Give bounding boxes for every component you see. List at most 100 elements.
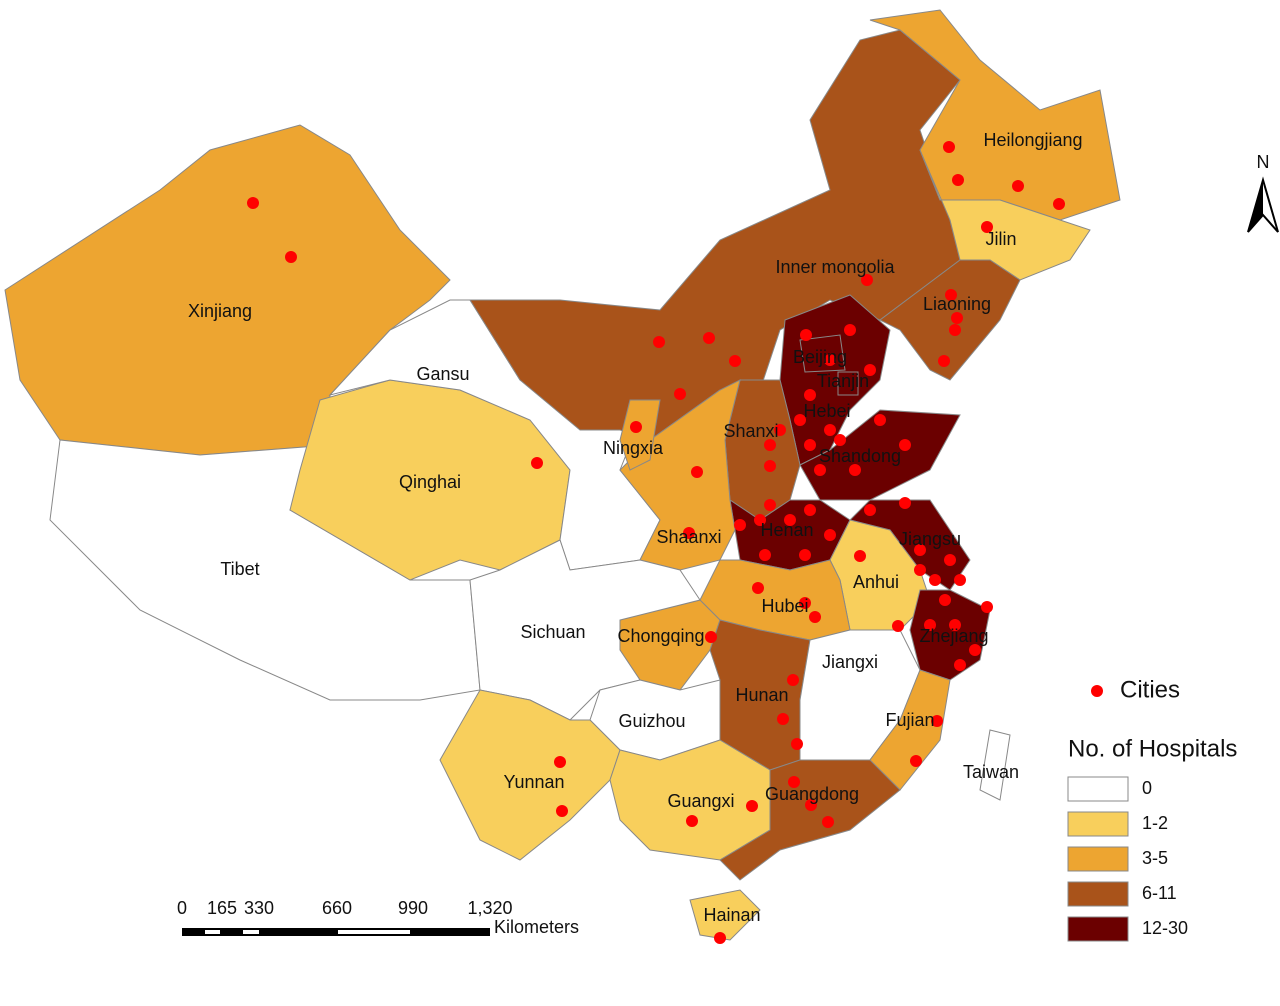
province-label: Heilongjiang (983, 130, 1082, 150)
city-dot (1053, 198, 1065, 210)
province-label: Fujian (885, 710, 934, 730)
city-dot (759, 549, 771, 561)
city-dot (746, 800, 758, 812)
province (619, 379, 741, 571)
city-dot (981, 601, 993, 613)
scale-bar (182, 928, 490, 936)
province-label: Inner mongolia (775, 257, 895, 277)
city-dot (754, 514, 766, 526)
city-dot (910, 755, 922, 767)
city-dot (864, 364, 876, 376)
legend-label: 6-11 (1142, 883, 1177, 903)
province-label: Taiwan (963, 762, 1019, 782)
city-dot (686, 815, 698, 827)
city-dot (809, 611, 821, 623)
province-label: Tianjin (817, 371, 869, 391)
city-dot (764, 460, 776, 472)
city-dot (804, 389, 816, 401)
scale-bar-gap (243, 930, 259, 934)
province-label: Jiangxi (822, 652, 878, 672)
city-dot (864, 504, 876, 516)
city-dot (791, 738, 803, 750)
city-dot (854, 550, 866, 562)
legend-swatch (1067, 916, 1129, 942)
province-label: Hebei (803, 401, 850, 421)
city-dot (285, 251, 297, 263)
compass-label: N (1257, 152, 1270, 172)
city-dot (952, 174, 964, 186)
city-dot (247, 197, 259, 209)
scale-tick-label: 660 (322, 898, 352, 918)
north-arrow-half (1248, 180, 1263, 232)
province-label: Beijing (793, 347, 847, 367)
province-label: Gansu (416, 364, 469, 384)
city-dot (981, 221, 993, 233)
city-dot (788, 776, 800, 788)
scale-bar-gap (338, 930, 410, 934)
city-dot (805, 799, 817, 811)
city-dot (954, 574, 966, 586)
city-dot (556, 805, 568, 817)
city-dot (969, 644, 981, 656)
legend-title: No. of Hospitals (1068, 735, 1237, 762)
city-dot (914, 564, 926, 576)
city-dot (954, 659, 966, 671)
city-dot (849, 464, 861, 476)
province-label: Tibet (220, 559, 259, 579)
legend-label: 1-2 (1142, 813, 1168, 833)
scale-tick-label: 1,320 (467, 898, 512, 918)
city-dot (764, 499, 776, 511)
province-label: Hubei (761, 596, 808, 616)
province-label: Sichuan (520, 622, 585, 642)
city-dot (931, 715, 943, 727)
province-label: Jiangsu (899, 529, 961, 549)
province-label: Hunan (735, 685, 788, 705)
city-dot (924, 619, 936, 631)
city-dot (949, 619, 961, 631)
province-label: Shandong (819, 446, 901, 466)
city-dot (674, 388, 686, 400)
city-dot (824, 354, 836, 366)
city-dot (945, 289, 957, 301)
province (469, 29, 961, 441)
city-dot (951, 312, 963, 324)
province (689, 889, 761, 941)
city-dot (784, 514, 796, 526)
city-dot (774, 424, 786, 436)
province-label: Xinjiang (188, 301, 252, 321)
city-dot (822, 816, 834, 828)
city-dot (824, 529, 836, 541)
province-label: Anhui (853, 572, 899, 592)
city-dot (939, 594, 951, 606)
city-dot (799, 549, 811, 561)
city-dot (554, 756, 566, 768)
legend-label: 0 (1142, 778, 1152, 798)
city-dot (705, 631, 717, 643)
city-dot (861, 274, 873, 286)
city-dot (653, 336, 665, 348)
scale-tick-label: 990 (398, 898, 428, 918)
city-dot (949, 324, 961, 336)
province-label: Shaanxi (656, 527, 721, 547)
province-label: Zhejiang (919, 626, 988, 646)
legend-swatch (1067, 811, 1129, 837)
province-label: Shanxi (723, 421, 778, 441)
city-dot (824, 424, 836, 436)
legend-city-dot (1091, 685, 1103, 697)
province-label: Chongqing (617, 626, 704, 646)
province-label: Yunnan (503, 772, 564, 792)
city-dot (630, 421, 642, 433)
city-dot (531, 457, 543, 469)
city-dot (899, 439, 911, 451)
city-dot (752, 582, 764, 594)
province (979, 729, 1011, 801)
province-label: Guangdong (765, 784, 859, 804)
city-dot (1012, 180, 1024, 192)
city-dot (804, 504, 816, 516)
province-label: Jilin (985, 229, 1016, 249)
city-dot (787, 674, 799, 686)
city-dot (804, 439, 816, 451)
city-dot (683, 527, 695, 539)
city-dot (874, 414, 886, 426)
city-dot (938, 355, 950, 367)
